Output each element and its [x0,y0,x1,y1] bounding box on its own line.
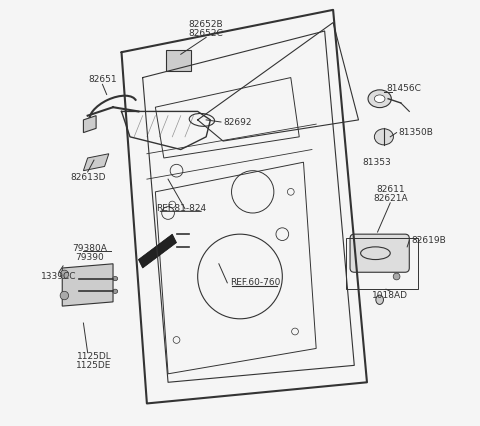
Ellipse shape [376,295,384,305]
Ellipse shape [368,90,391,108]
Text: 82652C: 82652C [189,29,224,37]
Text: REF.60-760: REF.60-760 [229,278,280,287]
Text: 82651: 82651 [88,75,117,84]
FancyBboxPatch shape [166,50,192,71]
Polygon shape [138,234,177,268]
Circle shape [60,291,69,300]
Text: 82692: 82692 [223,118,252,127]
Text: 1125DE: 1125DE [76,361,112,370]
Text: 79380A: 79380A [72,245,107,253]
Text: 82619B: 82619B [411,236,446,245]
Ellipse shape [374,129,394,145]
Ellipse shape [113,289,118,294]
Text: 81353: 81353 [363,158,392,167]
Ellipse shape [374,95,385,103]
Ellipse shape [113,276,118,281]
Text: 82611: 82611 [376,185,405,194]
Circle shape [393,273,400,280]
Polygon shape [84,115,96,132]
Polygon shape [62,264,113,306]
Circle shape [60,270,69,279]
Text: REF.81-824: REF.81-824 [156,204,206,213]
Text: 1125DL: 1125DL [77,352,111,361]
Text: 79390: 79390 [75,253,104,262]
Text: 81456C: 81456C [386,84,421,93]
Polygon shape [84,154,109,171]
Text: 1018AD: 1018AD [372,291,408,300]
Text: 82621A: 82621A [373,194,408,203]
Text: 82613D: 82613D [70,173,106,181]
Text: 82652B: 82652B [189,20,224,29]
FancyBboxPatch shape [350,234,409,272]
Text: 1339CC: 1339CC [41,272,77,281]
Text: 81350B: 81350B [399,128,433,137]
